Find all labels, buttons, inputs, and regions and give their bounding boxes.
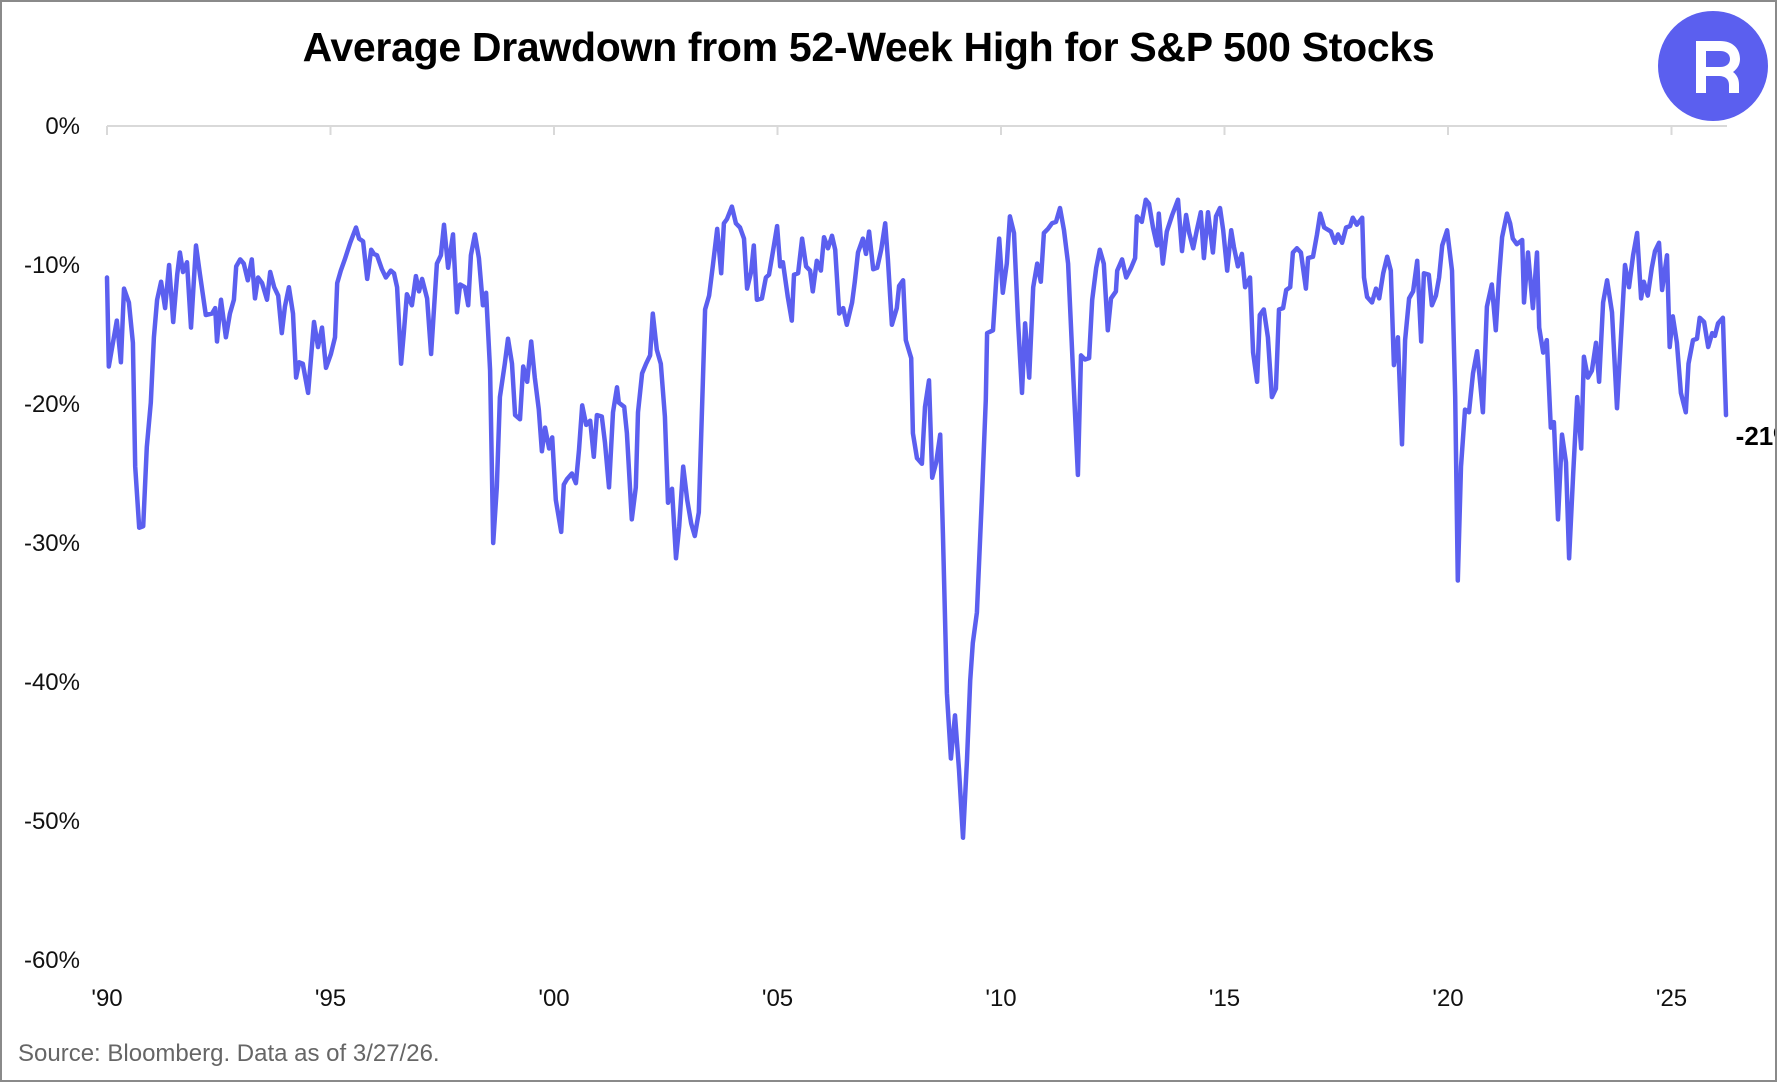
y-tick-label: -50%: [24, 808, 80, 835]
y-tick-label: -20%: [24, 391, 80, 418]
x-tick-label: '90: [91, 985, 122, 1012]
y-tick-label: 0%: [45, 113, 80, 140]
x-tick-label: '05: [762, 985, 793, 1012]
x-tick-label: '00: [538, 985, 569, 1012]
x-tick-label: '15: [1209, 985, 1240, 1012]
y-tick-label: -10%: [24, 252, 80, 279]
y-tick-label: -40%: [24, 669, 80, 696]
x-tick-label: '95: [315, 985, 346, 1012]
chart-title: Average Drawdown from 52-Week High for S…: [2, 24, 1775, 71]
x-tick-label: '10: [985, 985, 1016, 1012]
y-tick-label: -60%: [24, 947, 80, 974]
source-note: Source: Bloomberg. Data as of 3/27/26.: [18, 1040, 440, 1067]
x-tick-label: '20: [1432, 985, 1463, 1012]
robinhood-logo-glyph: [1696, 41, 1740, 93]
chart-title-text: Average Drawdown from 52-Week High for S…: [302, 24, 1435, 70]
x-tick-label: '25: [1656, 985, 1687, 1012]
end-value-label: -21%: [1736, 421, 1775, 451]
robinhood-logo-icon: [1658, 11, 1768, 121]
series-line-average-drawdown: [104, 197, 1729, 840]
y-tick-label: -30%: [24, 530, 80, 557]
